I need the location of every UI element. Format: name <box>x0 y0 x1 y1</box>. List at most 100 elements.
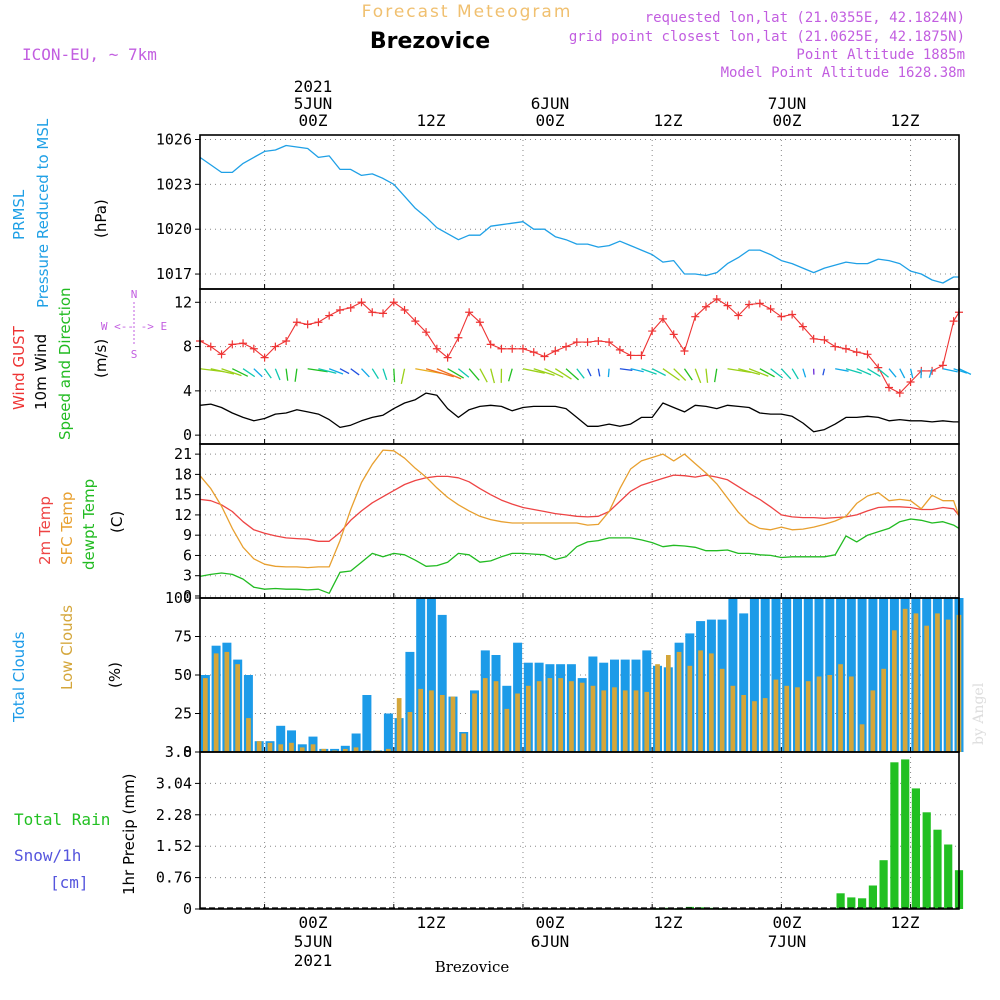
wind-arrow <box>673 368 687 381</box>
low-cloud-bar <box>612 687 617 752</box>
low-cloud-bar <box>730 685 736 752</box>
ytick-label-precipitation-0: 0 <box>183 900 192 918</box>
footer-location: Brezovice <box>435 958 510 976</box>
precip-bar <box>901 759 910 909</box>
low-cloud-bar <box>299 747 305 752</box>
gust-marker <box>938 361 947 370</box>
pressure-label-2: Pressure Reduced to MSL <box>34 118 52 308</box>
precip-bar <box>933 829 942 909</box>
gust-marker <box>723 301 732 310</box>
gust-marker <box>841 344 850 353</box>
wind-arrow <box>285 368 289 381</box>
wind-arrow <box>565 368 580 381</box>
precip-bar <box>890 762 899 909</box>
location-title: Brezovice <box>370 29 490 54</box>
cloud-labels: Total Clouds Low Clouds (%) <box>10 605 124 723</box>
temp-unit: (C) <box>108 511 126 533</box>
precip-bar <box>847 897 856 909</box>
gust-marker <box>529 348 538 357</box>
precip-labels: Total Rain Snow/1h [cm] 1hr Precip (mm) <box>14 774 138 895</box>
total-cloud-bar <box>739 613 749 752</box>
direction-label: Speed and Direction <box>56 287 74 440</box>
low-cloud-bar <box>579 682 585 752</box>
low-cloud-bar <box>526 685 531 752</box>
low-cloud-bar <box>418 688 423 752</box>
wind-arrow <box>877 368 889 378</box>
gust-marker <box>292 318 301 327</box>
low-cloud-bar <box>429 690 434 752</box>
pressure-label-1: PRMSL <box>10 189 28 240</box>
wind-arrow <box>221 368 242 377</box>
total-rain-label: Total Rain <box>14 810 110 829</box>
wind-arrow <box>822 368 826 376</box>
ytick-label-temperature-6: 18 <box>174 465 192 483</box>
low-cloud-bar <box>439 695 445 752</box>
total-cloud-bar <box>362 695 372 752</box>
wind-arrow <box>770 368 784 379</box>
gust-marker <box>615 345 624 354</box>
total-cloud-bar <box>857 598 867 752</box>
precip-bar <box>879 860 888 909</box>
low-cloud-bar <box>310 744 316 752</box>
low-cloud-bar <box>246 718 251 752</box>
gust-marker <box>712 294 721 303</box>
low-cloud-bar <box>913 613 919 752</box>
gust-marker <box>702 302 710 311</box>
temp2m-label: 2m Temp <box>36 496 54 565</box>
total-cloud-bar <box>276 725 286 752</box>
low-cloud-bar <box>267 742 273 752</box>
gust-marker <box>551 347 560 355</box>
total-cloud-bar <box>771 598 781 752</box>
gust-marker <box>475 318 484 327</box>
gust-marker <box>788 310 797 319</box>
low-cloud-bar <box>795 687 800 752</box>
low-cloud-bar <box>838 664 843 752</box>
low-cloud-bar <box>203 678 208 752</box>
low-cloud-bar <box>601 690 607 752</box>
gust-marker <box>303 320 312 329</box>
ytick-label-pressure-1: 1020 <box>156 220 192 238</box>
gust-marker <box>766 304 775 313</box>
total-cloud-bar <box>868 598 878 752</box>
ytick-label-wind-2: 8 <box>183 338 192 356</box>
total-cloud-bar <box>416 598 426 752</box>
wind-arrow <box>597 368 601 377</box>
snow-label: Snow/1h <box>14 846 81 865</box>
model-label: ICON-EU, ~ 7km <box>22 45 157 64</box>
wind-direction-arrows <box>199 368 972 384</box>
wind-arrow <box>274 368 281 381</box>
precip-unit: 1hr Precip (mm) <box>120 774 138 895</box>
wind-arrow <box>958 368 972 375</box>
bottom-time-axis: 00Z 12Z 00Z 12Z 00Z 12Z 5JUN 6JUN 7JUN 2… <box>294 913 920 976</box>
gust-marker <box>745 300 754 309</box>
year-label-top: 2021 <box>294 77 333 96</box>
low-cloud-bar <box>666 655 671 752</box>
wind-arrow <box>415 368 442 374</box>
gust-marker <box>379 309 388 318</box>
low-cloud-bar <box>827 675 833 752</box>
gust-marker <box>928 366 937 375</box>
ytick-label-clouds-3: 75 <box>174 628 192 646</box>
gust-marker <box>820 335 829 344</box>
low-cloud-bar <box>482 678 488 752</box>
wind-arrow <box>318 368 337 374</box>
time-tick-top-3: 00Z <box>536 111 565 130</box>
wind-arrow <box>845 368 862 375</box>
gust-marker <box>594 337 603 346</box>
wind-arrow <box>651 368 666 377</box>
wind-arrow <box>371 368 379 379</box>
ytick-label-temperature-2: 6 <box>183 546 192 564</box>
time-tick-top-4: 12Z <box>654 111 683 130</box>
low-cloud-bar <box>515 693 520 752</box>
wind-arrow <box>909 368 914 379</box>
ytick-label-precipitation-3: 2.28 <box>156 806 192 824</box>
ytick-label-wind-3: 12 <box>174 293 192 311</box>
point-altitude: Point Altitude 1885m <box>796 47 965 63</box>
low-clouds-bars <box>203 608 962 752</box>
low-cloud-bar <box>709 653 714 752</box>
low-cloud-bar <box>353 747 359 752</box>
wind-arrow <box>727 368 752 374</box>
gust-marker <box>540 352 549 361</box>
low-cloud-bar <box>784 685 790 752</box>
